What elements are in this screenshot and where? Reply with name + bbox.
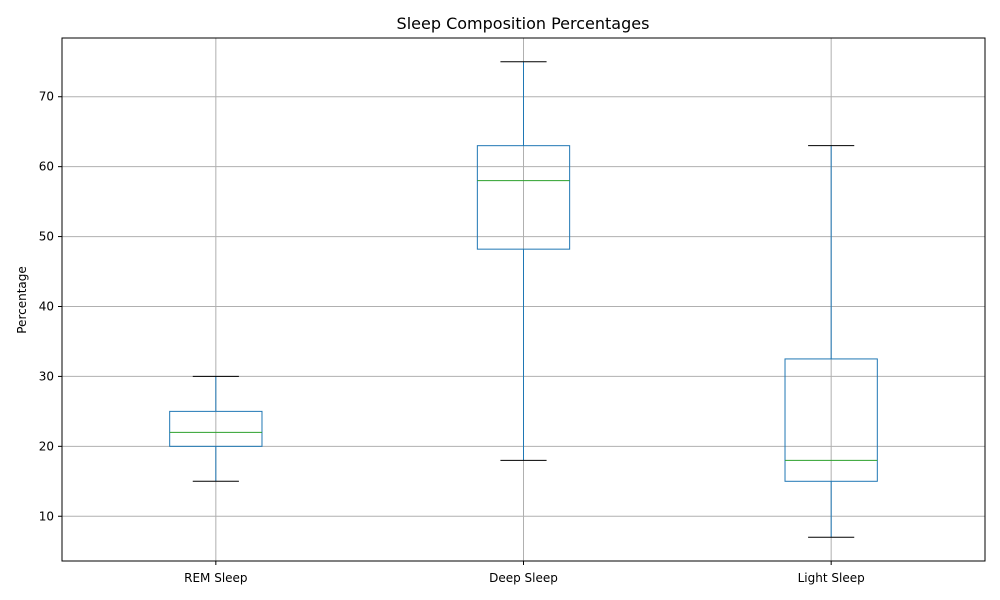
y-axis-ticks: 10 20 30 40 50 60 70 bbox=[39, 90, 62, 523]
y-tick-label: 60 bbox=[39, 160, 54, 174]
box-iqr bbox=[784, 358, 878, 482]
y-tick-label: 10 bbox=[39, 509, 54, 523]
x-axis-ticks: REM Sleep Deep Sleep Light Sleep bbox=[184, 561, 865, 585]
box-iqr bbox=[169, 410, 263, 447]
x-tick-label: Light Sleep bbox=[798, 571, 865, 585]
x-tick-label: REM Sleep bbox=[184, 571, 247, 585]
box-iqr bbox=[476, 145, 571, 250]
y-tick-label: 20 bbox=[39, 439, 54, 453]
chart-title: Sleep Composition Percentages bbox=[397, 14, 650, 33]
y-tick-label: 50 bbox=[39, 230, 54, 244]
box-group bbox=[476, 61, 571, 461]
y-tick-label: 30 bbox=[39, 369, 54, 383]
boxes bbox=[169, 61, 878, 538]
x-tick-label: Deep Sleep bbox=[489, 571, 558, 585]
box-group bbox=[169, 375, 263, 482]
y-axis-label: Percentage bbox=[15, 266, 29, 334]
box-group bbox=[784, 145, 878, 538]
y-tick-label: 70 bbox=[39, 90, 54, 104]
y-tick-label: 40 bbox=[39, 299, 54, 313]
